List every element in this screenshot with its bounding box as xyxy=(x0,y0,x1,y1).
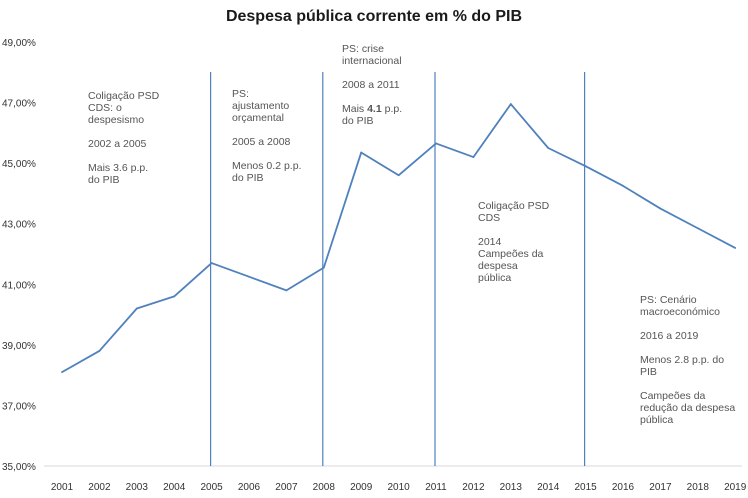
x-tick-label: 2012 xyxy=(462,482,485,493)
y-tick-label: 45,00% xyxy=(2,159,36,170)
annotation-line: Coligação PSD xyxy=(88,90,160,102)
annotation-line: redução da despesa xyxy=(640,402,736,414)
y-tick-label: 35,00% xyxy=(2,462,36,473)
x-tick-label: 2018 xyxy=(687,482,710,493)
annotation-line: Campeões da xyxy=(478,248,544,260)
data-point xyxy=(659,207,662,210)
x-tick-label: 2016 xyxy=(612,482,635,493)
data-point xyxy=(173,295,176,298)
x-tick-label: 2011 xyxy=(425,482,447,493)
annotation-line: PS: xyxy=(232,88,249,100)
annotation-ps-2008: PS: crise internacional 2008 a 2011 Mais… xyxy=(342,43,432,127)
x-tick-label: 2002 xyxy=(88,482,111,493)
annotation-line: orçamental xyxy=(232,112,284,124)
annotation-line: pública xyxy=(478,272,512,284)
annotation-line: Coligação PSD xyxy=(478,200,550,212)
x-tick-label: 2003 xyxy=(126,482,149,493)
annotation-line: despesa xyxy=(478,260,518,272)
data-point xyxy=(98,350,101,352)
annotation-line: Campeões da xyxy=(640,390,706,402)
annotation-period: 2008 a 2011 xyxy=(342,79,400,91)
annotation-year: 2014 xyxy=(478,236,502,248)
annotation-change: PIB xyxy=(640,366,657,378)
annotation-psd-2002: Coligação PSD CDS: o despesismo 2002 a 2… xyxy=(88,90,200,186)
chart-title: Despesa pública corrente em % do PIB xyxy=(225,8,523,25)
annotation-period: 2016 a 2019 xyxy=(640,330,699,342)
y-tick-label: 47,00% xyxy=(2,99,36,110)
data-point xyxy=(622,184,624,187)
annotation-change: do PIB xyxy=(342,115,374,127)
data-point xyxy=(547,147,550,149)
annotation-change: do PIB xyxy=(232,172,264,184)
x-tick-label: 2015 xyxy=(574,482,597,493)
y-tick-label: 41,00% xyxy=(2,280,36,291)
data-point xyxy=(509,103,512,105)
data-point xyxy=(472,156,475,158)
x-tick-label: 2001 xyxy=(51,482,74,493)
y-tick-label: 37,00% xyxy=(2,401,36,412)
annotation-line: PS: crise xyxy=(342,43,385,55)
annotation-change: Menos 0.2 p.p. xyxy=(232,160,302,172)
data-point xyxy=(696,227,699,230)
x-tick-label: 2006 xyxy=(238,482,261,493)
x-tick-label: 2007 xyxy=(275,482,298,493)
annotation-change-prefix: Mais xyxy=(342,103,368,115)
data-point xyxy=(248,275,250,278)
annotation-line: internacional xyxy=(342,55,402,67)
annotation-line: ajustamento xyxy=(232,100,290,112)
annotation-line: PS: Cenário xyxy=(640,294,697,306)
x-tick-label: 2009 xyxy=(350,482,373,493)
data-point xyxy=(435,142,437,145)
x-tick-label: 2004 xyxy=(163,482,186,493)
annotation-line: CDS: o xyxy=(88,102,122,114)
annotation-change: do PIB xyxy=(88,174,120,186)
annotation-ps-2015: PS: Cenário macroeconómico 2016 a 2019 M… xyxy=(640,294,744,426)
x-tick-label: 2010 xyxy=(387,482,410,493)
data-point xyxy=(734,247,737,249)
data-point xyxy=(397,174,400,177)
y-tick-label: 49,00% xyxy=(2,38,36,49)
data-point xyxy=(584,165,587,168)
x-tick-label: 2014 xyxy=(537,482,560,493)
x-tick-label: 2008 xyxy=(313,482,336,493)
data-point xyxy=(135,307,138,310)
annotation-line: pública xyxy=(640,414,674,426)
y-tick-label: 43,00% xyxy=(2,220,36,231)
data-point xyxy=(360,151,363,154)
x-tick-label: 2017 xyxy=(649,482,672,493)
data-point xyxy=(210,262,213,264)
annotation-change: Mais 3.6 p.p. xyxy=(88,162,149,174)
annotation-line: CDS xyxy=(478,212,501,224)
x-tick-label: 2013 xyxy=(500,482,523,493)
annotation-change-suffix: p.p. xyxy=(381,103,403,115)
annotation-line: macroeconómico xyxy=(640,306,720,318)
annotation-period: 2002 a 2005 xyxy=(88,138,147,150)
x-tick-label: 2005 xyxy=(200,482,223,493)
data-point xyxy=(322,266,325,269)
annotation-change: Menos 2.8 p.p. do xyxy=(640,354,725,366)
y-tick-label: 39,00% xyxy=(2,341,36,352)
annotation-psd-2011: Coligação PSD CDS 2014 Campeões da despe… xyxy=(478,200,568,296)
annotation-change-value: 4.1 xyxy=(367,103,382,115)
annotation-line: despesismo xyxy=(88,114,145,126)
annotation-period: 2005 a 2008 xyxy=(232,136,291,148)
data-point xyxy=(61,371,63,374)
annotation-ps-2005: PS: ajustamento orçamental 2005 a 2008 M… xyxy=(232,88,320,184)
x-tick-label: 2019 xyxy=(724,482,747,493)
data-point xyxy=(285,289,288,292)
